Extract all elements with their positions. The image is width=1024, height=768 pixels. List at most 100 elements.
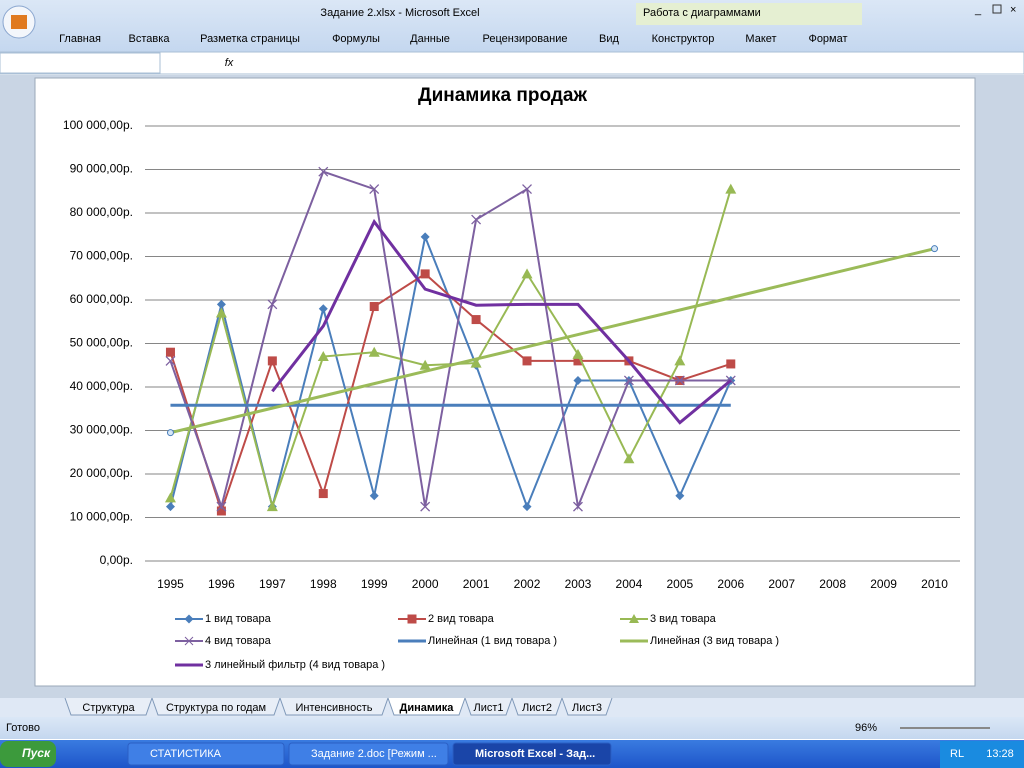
close[interactable]: × [1010, 4, 1016, 16]
zoom-slider[interactable] [900, 727, 990, 729]
taskbar-item-label: СТАТИСТИКА [150, 748, 222, 760]
x-tick-label: 2010 [921, 577, 948, 591]
status-ready: Готово [6, 722, 40, 734]
legend-marker [407, 614, 417, 624]
x-tick-label: 2005 [666, 577, 693, 591]
marker [573, 356, 583, 366]
taskbar-item[interactable] [452, 742, 612, 766]
ribbon-tab[interactable]: Данные [410, 33, 450, 45]
start-button[interactable] [0, 741, 56, 767]
marker [623, 453, 635, 464]
y-tick-label: 30 000,00р. [70, 423, 133, 437]
marker [522, 502, 532, 512]
marker [318, 489, 328, 499]
marker [216, 501, 227, 512]
marker [165, 502, 175, 512]
y-tick-label: 70 000,00р. [70, 249, 133, 263]
y-tick-label: 20 000,00р. [70, 466, 133, 480]
marker [522, 356, 532, 366]
x-tick-label: 2001 [463, 577, 490, 591]
sheet-tab[interactable] [464, 697, 513, 716]
y-tick-label: 10 000,00р. [70, 510, 133, 524]
ribbon-tab[interactable]: Вид [599, 33, 619, 45]
marker [419, 359, 431, 370]
y-tick-label: 0,00р. [100, 553, 133, 567]
marker [369, 491, 379, 501]
marker [522, 184, 532, 195]
x-tick-label: 1995 [157, 577, 184, 591]
y-tick-label: 80 000,00р. [70, 205, 133, 219]
sheet-tab-label: Лист1 [473, 702, 503, 714]
marker [470, 357, 482, 368]
ribbon-tab[interactable]: Вставка [129, 33, 171, 45]
marker [674, 355, 686, 366]
chart-title: Динамика продаж [418, 85, 587, 106]
legend-label: Линейная (1 вид товара ) [428, 635, 557, 647]
x-tick-label: 1998 [310, 577, 337, 591]
legend-symbol [184, 614, 194, 624]
marker [573, 501, 583, 512]
marker [165, 355, 176, 366]
x-tick-label: 1997 [259, 577, 286, 591]
ribbon-tab[interactable]: Конструктор [652, 33, 715, 45]
y-tick-label: 40 000,00р. [70, 379, 133, 393]
marker [216, 506, 226, 516]
maximize[interactable] [992, 4, 1002, 14]
x-tick-label: 2006 [717, 577, 744, 591]
y-tick-label: 60 000,00р. [70, 292, 133, 306]
marker [420, 269, 430, 279]
start-label: Пуск [22, 746, 51, 760]
taskbar-item[interactable] [288, 742, 449, 766]
clock: 13:28 [986, 748, 1014, 760]
sheet-tab-label: Лист3 [572, 702, 602, 714]
x-tick-label: 2002 [514, 577, 541, 591]
marker [216, 299, 226, 309]
sheet-tab-label: Структура по годам [166, 702, 266, 714]
marker [318, 304, 328, 314]
legend-marker [629, 614, 639, 623]
x-tick-label: 2009 [870, 577, 897, 591]
ribbon-tab[interactable]: Формулы [332, 33, 380, 45]
sheet-tab-label: Лист2 [522, 702, 552, 714]
marker [318, 166, 329, 177]
sheet-tab[interactable] [151, 697, 281, 716]
ribbon-tab[interactable]: Рецензирование [483, 33, 568, 45]
sheet-tab-label: Структура [82, 702, 135, 714]
minimize[interactable]: _ [974, 4, 982, 16]
marker [471, 315, 481, 325]
legend-label: 3 вид товара [650, 613, 717, 625]
chart-area [34, 77, 976, 687]
marker [420, 232, 430, 242]
ribbon-tab[interactable]: Разметка страницы [200, 33, 300, 45]
ribbon-tab[interactable]: Главная [59, 33, 101, 45]
sheet-tab[interactable] [387, 697, 466, 716]
marker [623, 375, 634, 386]
x-tick-label: 2000 [412, 577, 439, 591]
fx-label: fx [225, 57, 234, 69]
marker [369, 184, 380, 195]
ribbon-tab[interactable]: Макет [745, 33, 776, 45]
marker [164, 492, 176, 503]
marker [267, 299, 278, 310]
taskbar-item[interactable] [127, 742, 285, 766]
sheet-tab[interactable] [279, 697, 389, 716]
legend-label: Линейная (3 вид товара ) [650, 635, 779, 647]
x-tick-label: 2008 [819, 577, 846, 591]
sheet-tab[interactable] [64, 697, 153, 716]
ribbon-tab[interactable]: Формат [808, 33, 847, 45]
marker [267, 356, 277, 366]
sheet-tab[interactable] [511, 697, 563, 716]
window-title: Задание 2.xlsx - Microsoft Excel [320, 7, 479, 19]
context-tab-bg [636, 3, 862, 25]
marker [420, 501, 431, 512]
legend-label: 3 линейный фильтр (4 вид товара ) [205, 659, 385, 671]
x-tick-label: 1996 [208, 577, 235, 591]
marker [674, 375, 685, 386]
sheet-tab[interactable] [561, 697, 613, 716]
marker [166, 429, 174, 437]
formula-bar [0, 51, 1024, 75]
name-box[interactable] [0, 52, 161, 74]
tray [940, 741, 1024, 768]
